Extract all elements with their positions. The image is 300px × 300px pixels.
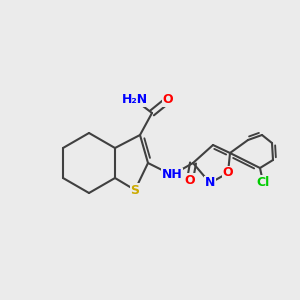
Text: O: O <box>223 167 233 179</box>
Text: Cl: Cl <box>256 176 270 188</box>
Text: NH: NH <box>162 169 182 182</box>
Text: N: N <box>205 176 215 190</box>
Text: O: O <box>185 173 195 187</box>
Text: O: O <box>163 94 173 106</box>
Text: H₂N: H₂N <box>122 94 148 106</box>
Text: S: S <box>130 184 140 196</box>
